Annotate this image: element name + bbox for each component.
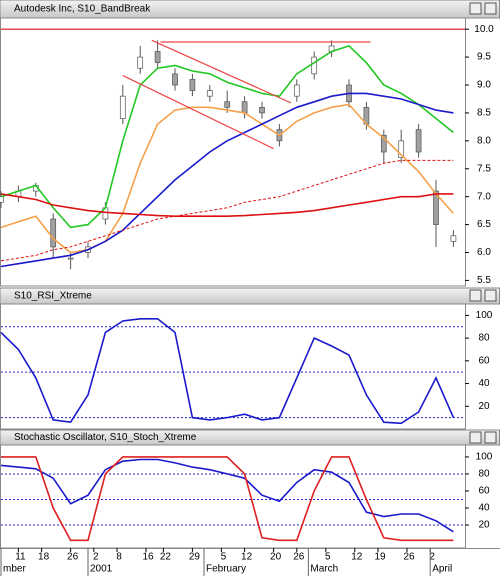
x-tick-label: 16 [142, 552, 154, 563]
candle-body [206, 90, 213, 97]
candle-body [119, 95, 126, 119]
x-tick-label: 11 [15, 552, 26, 563]
button[interactable] [484, 289, 497, 302]
month-label: April [432, 564, 452, 575]
x-tick-label: 5 [325, 552, 331, 563]
y-tick-label: 80 [478, 333, 490, 344]
y-tick-label: 5.5 [477, 275, 491, 286]
x-tick-label: 12 [351, 552, 363, 563]
y-tick-label: 40 [478, 378, 490, 389]
button[interactable] [484, 2, 497, 15]
candle-body [50, 218, 57, 248]
candle-body [154, 51, 161, 64]
candle-body [311, 56, 318, 75]
x-tick-label: 19 [374, 552, 386, 563]
x-tick-label: 20 [270, 552, 282, 563]
series-line [0, 103, 454, 254]
x-tick-label: 18 [38, 552, 50, 563]
y-tick-label: 20 [478, 401, 490, 412]
candle-body [450, 235, 457, 242]
x-tick-label: 26 [403, 552, 415, 563]
candle-body [398, 140, 405, 158]
trend-line [151, 39, 292, 104]
x-tick-label: 29 [189, 552, 201, 563]
button[interactable] [484, 431, 497, 444]
window-buttons[interactable] [469, 2, 497, 444]
y-tick-label: 10.0 [474, 24, 494, 35]
candle-body [259, 106, 265, 114]
month-label: mber [3, 564, 26, 575]
button[interactable] [469, 431, 482, 444]
month-label: 2001 [90, 564, 113, 575]
x-tick-label: 2 [429, 552, 435, 563]
y-tick-label: 9.5 [477, 52, 491, 63]
candle-body [415, 129, 422, 153]
x-tick-label: 12 [241, 552, 253, 563]
x-tick-label: 8 [116, 552, 122, 563]
y-tick-label: 100 [476, 310, 493, 321]
y-tick-label: 9.0 [477, 80, 491, 91]
candle-body [380, 134, 387, 153]
x-tick-label: 2 [93, 552, 99, 563]
candle-body [224, 101, 231, 108]
plot-frame [0, 17, 466, 287]
candle-body [241, 101, 248, 114]
button[interactable] [469, 289, 482, 302]
y-tick-label: 80 [478, 469, 490, 480]
y-tick-label: 40 [478, 503, 490, 514]
y-tick-label: 100 [476, 452, 493, 463]
candle-body [293, 84, 300, 97]
chart-title: Stochastic Oscillator, S10_Stoch_Xtreme [14, 432, 197, 443]
y-tick-label: 60 [478, 355, 490, 366]
button[interactable] [469, 2, 482, 15]
x-tick-label: 5 [221, 552, 227, 563]
series-line [0, 318, 455, 425]
candle-body [189, 79, 196, 91]
series-line [0, 193, 454, 217]
y-tick-label: 6.0 [477, 247, 491, 258]
panel-frames [0, 0, 500, 549]
x-tick-label: 22 [160, 552, 172, 563]
month-label: March [310, 564, 338, 575]
y-tick-label: 8.0 [477, 135, 491, 146]
series-line [0, 458, 454, 533]
x-tick-label: 26 [67, 552, 79, 563]
plot-frame [0, 303, 466, 430]
y-tick-label: 7.0 [477, 191, 491, 202]
candle-body [67, 257, 74, 260]
candle-body [0, 196, 4, 203]
x-tick-label: 26 [293, 552, 305, 563]
series-line [1, 456, 454, 542]
candle-body [137, 56, 144, 69]
candle-body [433, 190, 439, 225]
y-tick-label: 60 [478, 486, 490, 497]
y-tick-label: 7.5 [477, 163, 491, 174]
y-tick-label: 8.5 [477, 108, 491, 119]
chart-title: S10_RSI_Xtreme [14, 291, 92, 302]
y-tick-label: 6.5 [477, 219, 491, 230]
candle-body [172, 73, 178, 86]
chart-title: Autodesk Inc, S10_BandBreak [14, 4, 151, 15]
series-line [0, 92, 454, 268]
series-line [0, 159, 454, 262]
y-tick-label: 20 [478, 520, 490, 531]
series-line [0, 44, 454, 229]
month-label: February [206, 564, 246, 575]
trend-line [122, 74, 274, 150]
